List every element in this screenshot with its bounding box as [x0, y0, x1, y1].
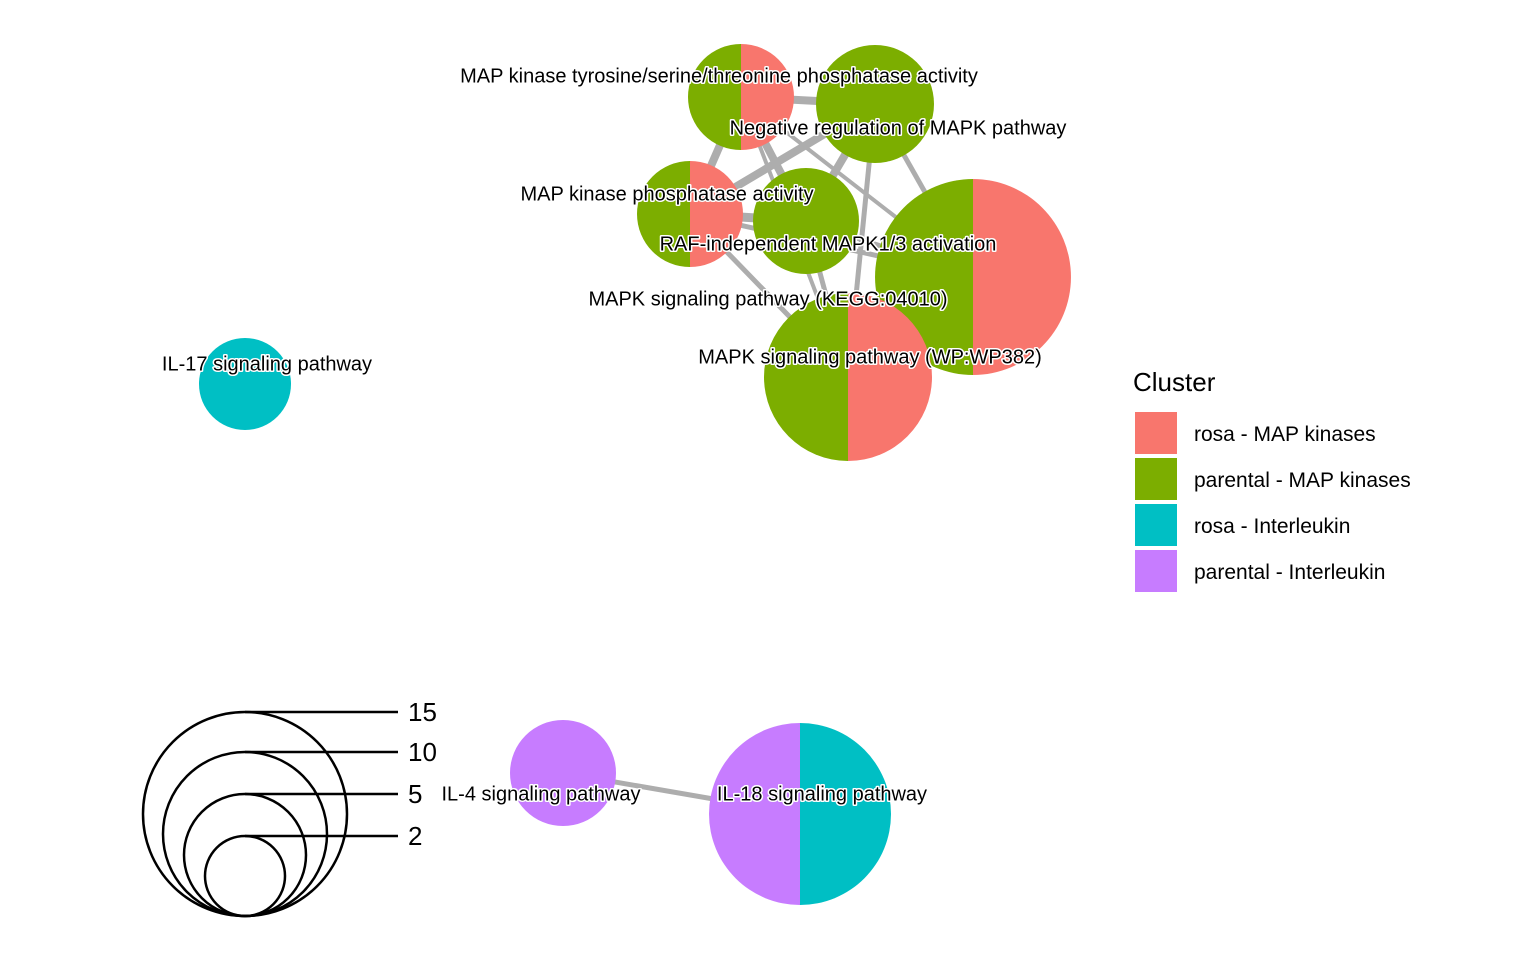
cluster-legend: Cluster rosa - MAP kinases parental - MAP…: [1133, 367, 1411, 592]
node-label-il18: IL-18 signaling pathway: [717, 783, 927, 805]
size-legend-label-2: 2: [408, 821, 422, 851]
size-legend-label-10: 10: [408, 737, 437, 767]
node-mapk_wp[interactable]: [764, 293, 932, 461]
network-labels: MAP kinase tyrosine/serine/threonine pho…: [160, 64, 1068, 807]
node-slice-right: [800, 723, 891, 905]
size-legend-label-5: 5: [408, 779, 422, 809]
size-legend-circle-15: [141, 710, 349, 918]
node-slice: [510, 720, 616, 826]
node-raf_indep[interactable]: [753, 168, 859, 274]
node-il17[interactable]: [199, 338, 291, 430]
node-slice: [753, 168, 859, 274]
legend-label-parental_il: parental - Interleukin: [1194, 561, 1385, 584]
node-il4[interactable]: [510, 720, 616, 826]
node-label-raf_indep: RAF-independent MAPK1/3 activation: [660, 233, 997, 255]
node-map_kinase_tyr[interactable]: [688, 44, 794, 150]
node-label-mapk_kegg: MAPK signaling pathway (KEGG:04010): [588, 288, 947, 310]
legend-label-parental_map: parental - MAP kinases: [1194, 469, 1411, 492]
node-label-il17: IL-17 signaling pathway: [162, 353, 372, 375]
network-nodes: [199, 44, 1071, 905]
legend-swatch-parental_il: [1135, 550, 1177, 592]
legend-swatch-rosa_il: [1135, 504, 1177, 546]
node-neg_reg_mapk[interactable]: [816, 45, 934, 163]
node-label-neg_reg_mapk: Negative regulation of MAPK pathway: [730, 117, 1067, 139]
node-slice-right: [741, 44, 794, 150]
legend-label-rosa_il: rosa - Interleukin: [1194, 515, 1350, 538]
node-slice-left: [637, 161, 690, 267]
size-legend-circle-5: [182, 792, 308, 918]
node-slice-left: [688, 44, 741, 150]
legend-swatch-parental_map: [1135, 458, 1177, 500]
node-slice: [816, 45, 934, 163]
size-legend-circle-2: [203, 834, 287, 918]
node-label-il4: IL-4 signaling pathway: [441, 783, 640, 805]
legend-swatch-rosa_map: [1135, 412, 1177, 454]
node-slice-right: [973, 179, 1071, 375]
legend-label-rosa_map: rosa - MAP kinases: [1194, 423, 1376, 446]
node-slice-right: [848, 293, 932, 461]
node-slice-right: [690, 161, 743, 267]
node-label-map_kinase_phos: MAP kinase phosphatase activity: [520, 183, 813, 205]
node-label-map_kinase_tyr: MAP kinase tyrosine/serine/threonine pho…: [460, 65, 978, 87]
size-legend-label-15: 15: [408, 697, 437, 727]
node-label-mapk_wp: MAPK signaling pathway (WP:WP382): [698, 346, 1041, 368]
size-legend: 15 10 5 2: [141, 697, 437, 918]
node-slice-left: [764, 293, 848, 461]
legend-title: Cluster: [1133, 367, 1216, 397]
node-il18[interactable]: [709, 723, 891, 905]
node-slice: [199, 338, 291, 430]
node-map_kinase_phos[interactable]: [637, 161, 743, 267]
node-slice-left: [709, 723, 800, 905]
